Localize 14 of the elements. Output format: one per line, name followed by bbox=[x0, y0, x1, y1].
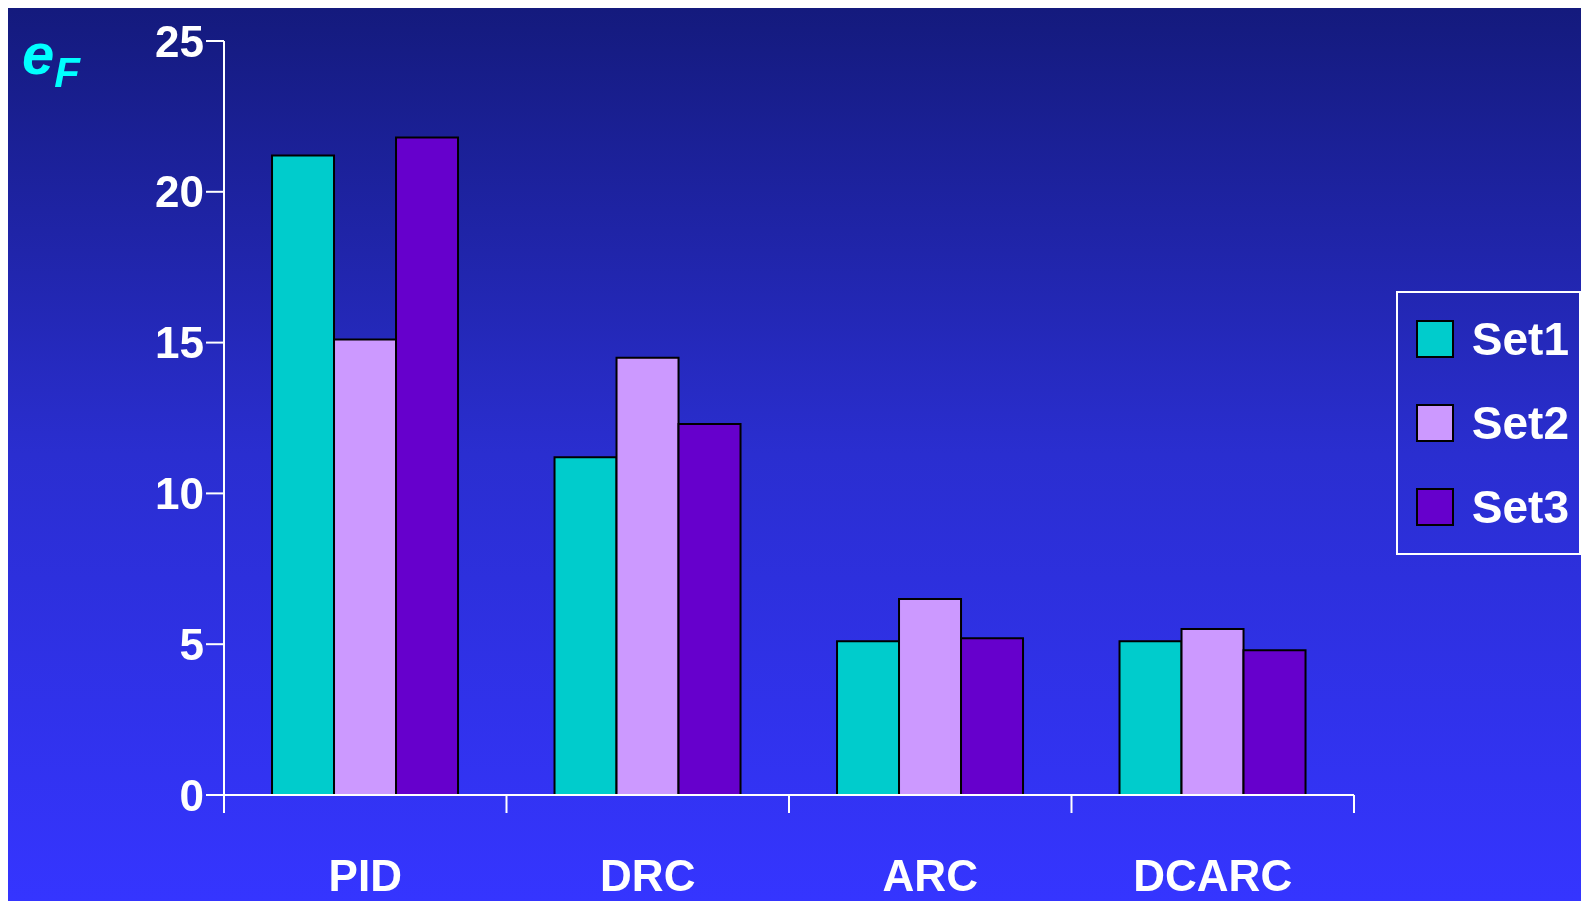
x-tick-label: DCARC bbox=[1133, 851, 1293, 900]
x-tick-label: ARC bbox=[882, 851, 978, 900]
legend-label: Set3 bbox=[1471, 480, 1569, 534]
y-tick-label: 0 bbox=[179, 770, 204, 820]
y-axis-title: e$_{F}$ bbox=[22, 21, 82, 96]
y-tick-label: 10 bbox=[155, 469, 204, 519]
y-tick-label: 15 bbox=[155, 318, 204, 368]
x-tick-label: DRC bbox=[600, 851, 696, 900]
legend-label: Set1 bbox=[1471, 312, 1569, 366]
y-tick-label: 5 bbox=[179, 619, 204, 669]
y-tick-label: 25 bbox=[155, 16, 204, 66]
y-tick-label: 20 bbox=[155, 167, 204, 217]
x-tick-label: PID bbox=[328, 851, 402, 900]
legend-label: Set2 bbox=[1471, 396, 1569, 450]
